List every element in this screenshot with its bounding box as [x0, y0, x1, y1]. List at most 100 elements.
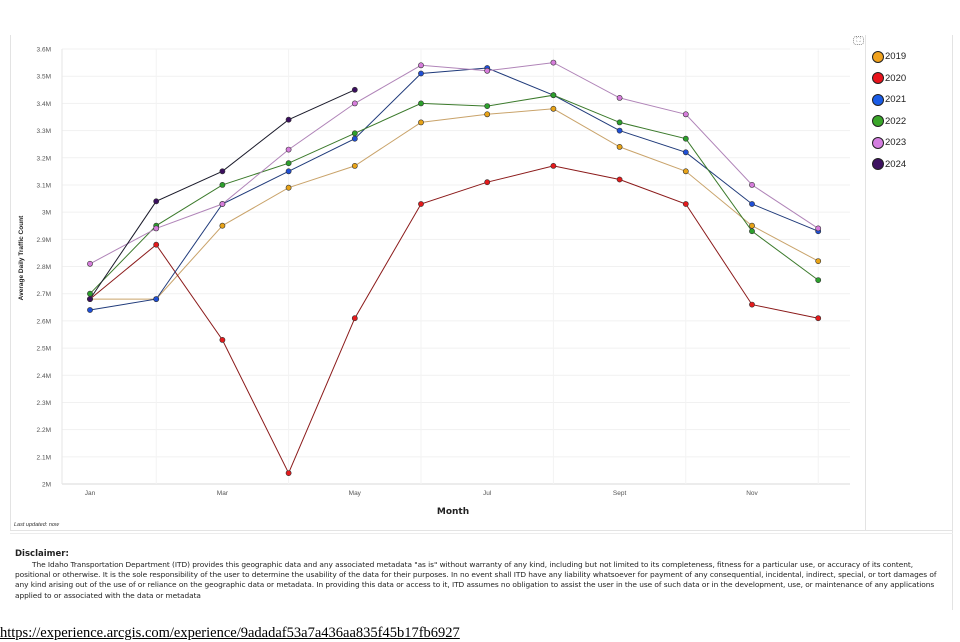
data-point-2024	[219, 168, 226, 175]
page-url-link[interactable]: https://experience.arcgis.com/experience…	[0, 625, 460, 641]
y-tick-label: 3.1M	[37, 182, 51, 189]
data-point-2023	[351, 100, 358, 107]
data-point-2022	[87, 290, 93, 297]
data-point-2022	[351, 130, 358, 137]
disclaimer-border-top	[10, 533, 953, 534]
legend-swatch	[872, 93, 884, 106]
legend-divider	[865, 35, 866, 530]
data-point-2019	[219, 222, 226, 229]
legend-item-2020[interactable]: 2020	[872, 68, 906, 90]
disclaimer-body: The Idaho Transportation Department (ITD…	[15, 560, 937, 600]
data-point-2020	[616, 176, 623, 183]
data-point-2023	[87, 260, 93, 267]
data-point-2019	[550, 105, 557, 112]
data-point-2023	[484, 67, 491, 74]
data-point-2024	[87, 296, 93, 302]
data-point-2023	[749, 181, 755, 188]
data-point-2020	[153, 241, 160, 248]
y-tick-label: 3.6M	[37, 47, 51, 54]
data-point-2023	[682, 111, 689, 118]
data-point-2020	[351, 315, 358, 322]
data-point-2023	[616, 95, 623, 101]
data-point-2020	[682, 201, 689, 207]
data-point-2024	[285, 116, 292, 123]
data-point-2020	[418, 201, 424, 207]
y-tick-label: 3M	[42, 210, 51, 217]
data-point-2023	[285, 146, 292, 153]
legend-item-2019[interactable]: 2019	[872, 46, 906, 68]
legend-swatch	[872, 136, 884, 149]
disclaimer-title: Disclaimer:	[15, 549, 69, 559]
x-tick-label: Jan	[85, 490, 96, 497]
data-point-2022	[484, 103, 491, 109]
legend-item-2022[interactable]: 2022	[872, 111, 906, 133]
data-point-2020	[219, 336, 226, 343]
y-tick-label: 2.2M	[37, 427, 51, 434]
data-point-2024	[153, 198, 160, 205]
data-point-2019	[616, 143, 623, 150]
data-point-2023	[219, 201, 226, 207]
data-point-2022	[550, 92, 557, 99]
legend-label: 2024	[885, 158, 907, 170]
data-point-2021	[87, 307, 93, 313]
chart-legend: 2019 2020 2021 2022 2023 2024	[872, 46, 906, 175]
data-point-2023	[815, 225, 822, 232]
data-point-2021	[749, 201, 755, 207]
data-point-2021	[153, 296, 160, 302]
panel-border-right	[952, 35, 953, 610]
legend-label: 2023	[885, 137, 907, 149]
legend-item-2023[interactable]: 2023	[872, 132, 906, 154]
series-line-2023	[89, 62, 819, 265]
data-point-2021	[351, 135, 358, 142]
series-line-2024	[89, 89, 356, 300]
series-line-2020	[89, 165, 819, 475]
x-tick-label: Sept	[613, 490, 627, 497]
y-tick-label: 2M	[42, 482, 51, 489]
legend-item-2024[interactable]: 2024	[872, 154, 906, 176]
data-point-2020	[484, 179, 491, 186]
legend-swatch	[872, 158, 884, 171]
y-tick-label: 2.6M	[37, 318, 51, 325]
data-point-2022	[815, 277, 822, 283]
data-point-2022	[616, 119, 623, 126]
y-tick-label: 2.4M	[37, 373, 51, 380]
disclaimer-section: Disclaimer: The Idaho Transportation Dep…	[15, 549, 945, 601]
y-tick-label: 2.7M	[37, 291, 51, 298]
series-points	[87, 59, 822, 476]
last-updated-text: Last updated: now	[14, 522, 59, 528]
data-point-2021	[418, 70, 424, 77]
data-point-2023	[550, 59, 557, 66]
data-point-2022	[749, 228, 755, 235]
series-line-2021	[89, 67, 819, 311]
data-point-2019	[749, 222, 755, 229]
data-point-2022	[418, 100, 424, 107]
x-tick-label: May	[349, 490, 362, 497]
y-tick-label: 2.1M	[37, 454, 51, 461]
gridlines	[61, 48, 850, 485]
panel-border-left	[10, 35, 11, 530]
legend-label: 2021	[885, 94, 907, 106]
x-tick-label: Nov	[746, 490, 758, 497]
data-point-2019	[815, 258, 822, 264]
legend-label: 2022	[885, 115, 907, 127]
data-point-2020	[550, 162, 557, 169]
data-point-2019	[682, 168, 689, 175]
legend-swatch	[872, 72, 884, 85]
line-chart: 3.6M 3.5M 3.4M 3.3M 3.2M 3.1M 3M 2.9M 2.8M 2.7M 2.…	[18, 47, 850, 517]
data-point-2021	[285, 168, 292, 175]
data-point-2020	[285, 470, 292, 476]
data-point-2023	[418, 62, 424, 69]
data-point-2021	[616, 127, 623, 134]
legend-item-2021[interactable]: 2021	[872, 89, 906, 111]
y-tick-label: 2.5M	[37, 346, 51, 353]
data-point-2020	[815, 315, 822, 322]
x-axis-label: Month	[437, 507, 469, 517]
y-axis-label: Average Daily Traffic Count	[18, 215, 25, 300]
series-line-2019	[90, 108, 819, 300]
x-tick-label: Mar	[217, 490, 229, 497]
y-tick-label: 2.8M	[37, 264, 51, 271]
y-tick-label: 3.3M	[37, 128, 51, 135]
data-point-2020	[749, 301, 755, 308]
legend-label: 2020	[885, 72, 907, 84]
expand-icon[interactable]: ⛶	[853, 36, 864, 45]
